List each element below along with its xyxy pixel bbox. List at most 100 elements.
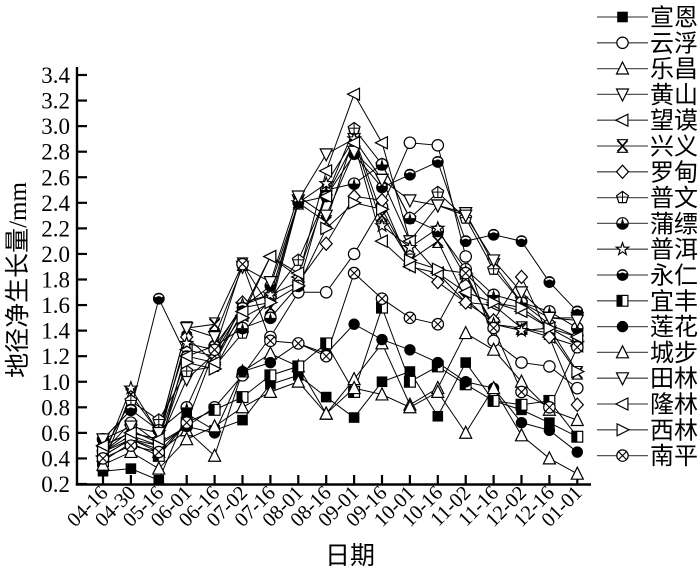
series-17-marker-circle-x: [375, 292, 389, 305]
legend-label: 永仁: [650, 263, 698, 290]
legend-marker-circle-open-icon: [616, 36, 629, 50]
series-14-marker-triangle-down-open: [430, 199, 445, 214]
series-0-marker-square-filled: [153, 474, 165, 486]
series-line-1: [102, 142, 578, 453]
series-6-marker-diamond-open: [319, 236, 334, 252]
series-14-marker-triangle-down-open: [542, 311, 557, 326]
series-13-marker-triangle-up-open: [542, 450, 557, 465]
legend-label: 城步: [650, 340, 698, 367]
legend-item: 云浮: [597, 30, 698, 57]
series-14-marker-triangle-down-open: [291, 190, 306, 205]
y-tick-label: 3.4: [41, 63, 70, 88]
series-13-marker-triangle-up-open: [291, 373, 306, 388]
series-13-marker-triangle-up-open: [179, 431, 194, 446]
legend-item: 望谟: [597, 108, 698, 135]
series-17-marker-circle-x: [291, 337, 305, 350]
series-16-marker-triangle-right-open: [264, 295, 279, 310]
series-6-marker-diamond-open: [458, 295, 473, 310]
legend-item: 莲花: [597, 314, 698, 341]
series-line-7: [102, 127, 578, 453]
series-13-marker-triangle-up-open: [375, 386, 389, 401]
series-8-marker-circle-half: [347, 177, 361, 190]
legend-marker-star-x-icon: [616, 139, 629, 153]
series-15-marker-triangle-left-open: [569, 330, 584, 344]
series-3-marker-triangle-down-open: [319, 148, 334, 163]
y-axis-ticks: 3.43.23.02.82.62.42.22.01.81.61.41.21.00…: [41, 63, 87, 497]
series-1-marker-circle-open: [347, 247, 361, 261]
legend-label: 普洱: [650, 237, 698, 264]
series-9-marker-star-open: [401, 239, 418, 255]
legend-item: 宣恩: [597, 5, 698, 32]
legend-marker-sphere-icon: [616, 269, 629, 281]
series-1-marker-circle-open: [403, 136, 417, 150]
legend-item: 兴义: [597, 134, 698, 161]
series-13-marker-triangle-up-open: [458, 424, 473, 439]
series-6-marker-diamond-open: [570, 397, 585, 413]
legend-marker-triangle-left-open-icon: [614, 397, 629, 411]
series-14-marker-triangle-down-open: [570, 314, 585, 329]
series-8-marker-circle-half: [403, 211, 417, 225]
series-5-marker-star-x: [208, 317, 221, 332]
series-17-marker-circle-x: [180, 416, 193, 429]
series-17-marker-circle-x: [152, 445, 166, 459]
series-8-marker-circle-half: [375, 158, 389, 171]
series-11-marker-square-half-left: [292, 360, 305, 373]
series-14-marker-triangle-down-open: [207, 331, 222, 345]
series-17-marker-circle-x: [264, 334, 277, 348]
legend-item: 黄山: [597, 82, 698, 109]
series-7-marker-pentagon-cross: [124, 393, 138, 407]
series-12-marker-circle-filled: [460, 376, 472, 388]
legend-marker-triangle-right-open-icon: [616, 422, 631, 437]
series-17-marker-circle-x: [347, 266, 361, 280]
series-13-marker-triangle-up-open: [402, 399, 417, 414]
y-tick-label: 2.0: [41, 242, 70, 267]
legend-marker-square-filled-icon: [617, 11, 628, 23]
series-0-marker-square-filled: [460, 357, 471, 368]
series-13-marker-triangle-up-open: [347, 380, 362, 395]
series-10-marker-sphere: [515, 235, 528, 248]
series-10-marker-sphere: [487, 228, 500, 241]
series-line-14: [102, 150, 578, 440]
series-13-marker-triangle-up-open: [319, 405, 334, 420]
legend-label: 黄山: [650, 82, 698, 109]
series-0-marker-square-filled: [125, 463, 137, 474]
series-14-marker-triangle-down-open: [319, 209, 334, 224]
series-13-marker-triangle-up-open: [207, 418, 222, 433]
legend-label: 宜丰: [650, 288, 698, 315]
series-7-marker-pentagon-cross: [486, 262, 501, 275]
series-13-marker-triangle-up-open: [486, 380, 501, 395]
series-13-marker-triangle-up-open: [430, 384, 445, 398]
y-tick-label: 1.2: [41, 344, 70, 369]
series-9-marker-star-open: [429, 220, 446, 236]
series-11-marker-square-half-left: [487, 394, 500, 407]
series-17-marker-circle-x: [236, 257, 249, 271]
series-4-marker-triangle-left-open: [346, 87, 361, 102]
series-14-marker-triangle-down-open: [96, 433, 110, 448]
series-0-marker-square-filled: [320, 391, 332, 403]
series-12-marker-circle-filled: [571, 446, 583, 458]
series-12-marker-circle-filled: [264, 356, 277, 369]
series-1-marker-circle-open: [515, 356, 528, 369]
series-14-marker-triangle-down-open: [458, 209, 473, 224]
legend-item: 乐昌: [597, 56, 698, 83]
series-14-marker-triangle-down-open: [263, 276, 278, 290]
series-line-8: [102, 163, 578, 440]
series-13-marker-triangle-up-open: [514, 427, 529, 442]
series-16-marker-triangle-right-open: [487, 295, 502, 310]
series-17-marker-circle-x: [487, 321, 500, 335]
series-11-marker-square-half-left: [264, 369, 277, 382]
series-12-marker-circle-filled: [376, 333, 388, 346]
series-12-marker-circle-filled: [404, 344, 416, 356]
series-16-marker-triangle-right-open: [515, 300, 530, 315]
series-8-marker-circle-half: [264, 311, 277, 325]
y-tick-label: 2.4: [41, 191, 70, 216]
legend-marker-triangle-left-open-icon: [614, 113, 629, 128]
series-5-marker-star-x: [431, 234, 444, 249]
series-13-marker-triangle-up-open: [235, 399, 250, 414]
series-line-0: [102, 361, 578, 481]
x-axis-title: 日期: [325, 543, 375, 570]
legend-marker-diamond-open-icon: [615, 164, 630, 180]
series-9-marker-star-open: [513, 322, 530, 338]
series-17-marker-circle-x: [515, 385, 528, 399]
